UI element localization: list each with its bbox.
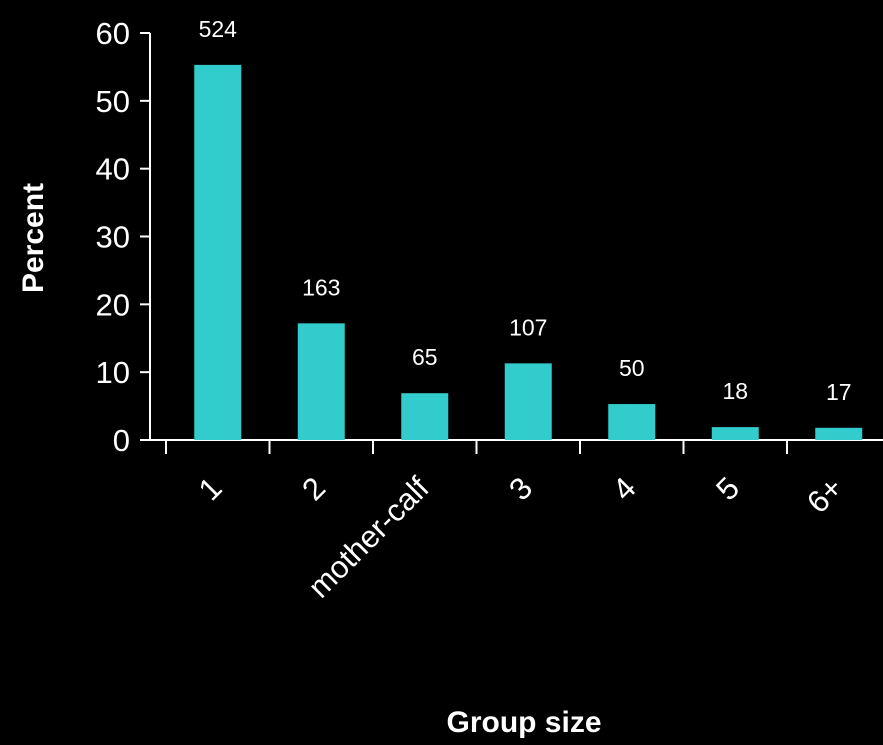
- bar: [711, 427, 759, 440]
- bar: [194, 64, 242, 441]
- x-axis-title: Group size: [446, 706, 601, 739]
- y-tick-label: 0: [113, 423, 130, 458]
- bar-data-label: 163: [302, 274, 340, 300]
- bar: [815, 427, 863, 440]
- x-tick-label: 6+: [800, 470, 850, 520]
- x-tick-label: 3: [502, 470, 539, 507]
- y-tick-label: 50: [96, 84, 130, 119]
- bar-data-label: 50: [619, 355, 645, 381]
- bar: [608, 404, 656, 440]
- data-labels: 524 163 65 107 50 18 17: [199, 16, 852, 405]
- x-tick-label: 1: [192, 470, 229, 507]
- bar: [297, 323, 345, 440]
- y-tick-label: 60: [96, 16, 130, 51]
- y-tick-label: 10: [96, 355, 130, 390]
- bar-data-label: 107: [509, 314, 547, 340]
- bar: [504, 363, 552, 440]
- x-tick-label: 4: [606, 470, 643, 507]
- y-ticks: 0 10 20 30 40 50 60: [96, 16, 150, 458]
- x-tick-label: 2: [295, 470, 332, 507]
- bar-data-label: 65: [412, 344, 438, 370]
- bar: [401, 393, 449, 440]
- bars: [194, 64, 863, 441]
- y-axis-title: Percent: [17, 183, 50, 293]
- bar-data-label: 17: [826, 379, 852, 405]
- y-tick-label: 20: [96, 287, 130, 322]
- x-tick-label: 5: [709, 470, 746, 507]
- y-tick-label: 30: [96, 220, 130, 255]
- bar-data-label: 524: [199, 16, 238, 42]
- y-tick-label: 40: [96, 152, 130, 187]
- bar-data-label: 18: [722, 378, 748, 404]
